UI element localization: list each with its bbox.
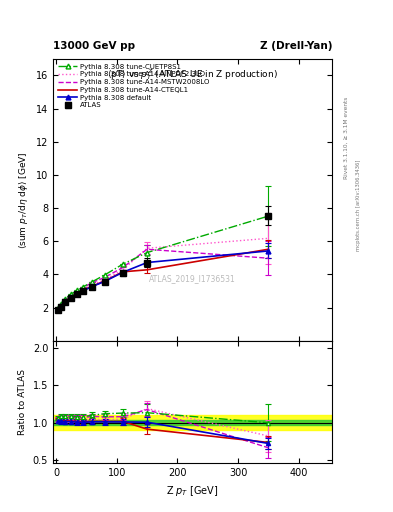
Pythia 8.308 tune-A14-NNPDF2.3LO [120, 267, 125, 273]
Pythia 8.308 default [102, 279, 107, 285]
Text: Z (Drell-Yan): Z (Drell-Yan) [260, 41, 332, 51]
Pythia 8.308 tune-CUETP8S1 [145, 249, 149, 255]
Pythia 8.308 tune-CUETP8S1 [75, 287, 80, 293]
Pythia 8.308 tune-A14-NNPDF2.3LO [58, 302, 63, 308]
Pythia 8.308 default [75, 291, 80, 297]
Pythia 8.308 tune-A14-MSTW2008LO [266, 255, 271, 261]
Pythia 8.308 tune-CUETP8S1 [81, 284, 86, 290]
Pythia 8.308 tune-A14-MSTW2008LO [120, 264, 125, 270]
Pythia 8.308 tune-CUETP8S1 [55, 305, 60, 311]
Pythia 8.308 tune-A14-CTEQL1 [58, 303, 63, 309]
Pythia 8.308 tune-CUETP8S1 [102, 272, 107, 278]
Pythia 8.308 tune-A14-NNPDF2.3LO [55, 306, 60, 312]
Pythia 8.308 tune-A14-NNPDF2.3LO [266, 235, 271, 241]
Pythia 8.308 default [145, 260, 149, 266]
Pythia 8.308 tune-A14-CTEQL1 [102, 278, 107, 284]
Line: Pythia 8.308 tune-A14-CTEQL1: Pythia 8.308 tune-A14-CTEQL1 [58, 249, 268, 309]
Pythia 8.308 tune-A14-MSTW2008LO [145, 246, 149, 252]
Text: mcplots.cern.ch [arXiv:1306.3436]: mcplots.cern.ch [arXiv:1306.3436] [356, 159, 361, 250]
Pythia 8.308 tune-A14-CTEQL1 [75, 290, 80, 296]
Pythia 8.308 tune-A14-NNPDF2.3LO [69, 293, 73, 299]
Pythia 8.308 tune-A14-CTEQL1 [81, 287, 86, 293]
Pythia 8.308 tune-A14-CTEQL1 [63, 298, 68, 304]
Pythia 8.308 tune-A14-MSTW2008LO [55, 306, 60, 312]
Text: 13000 GeV pp: 13000 GeV pp [53, 41, 135, 51]
Pythia 8.308 default [81, 287, 86, 293]
Pythia 8.308 tune-A14-NNPDF2.3LO [90, 282, 95, 288]
Pythia 8.308 tune-CUETP8S1 [90, 279, 95, 285]
Pythia 8.308 tune-A14-NNPDF2.3LO [75, 290, 80, 296]
X-axis label: Z $p_T$ [GeV]: Z $p_T$ [GeV] [166, 484, 219, 498]
Pythia 8.308 tune-CUETP8S1 [58, 301, 63, 307]
Legend: Pythia 8.308 tune-CUETP8S1, Pythia 8.308 tune-A14-NNPDF2.3LO, Pythia 8.308 tune-: Pythia 8.308 tune-CUETP8S1, Pythia 8.308… [55, 61, 212, 111]
Y-axis label: $\langle$sum $p_T$/d$\eta$ d$\phi\rangle$ [GeV]: $\langle$sum $p_T$/d$\eta$ d$\phi\rangle… [17, 151, 30, 249]
Bar [53, 420, 332, 425]
Pythia 8.308 default [69, 294, 73, 300]
Pythia 8.308 tune-A14-NNPDF2.3LO [81, 286, 86, 292]
Line: Pythia 8.308 tune-A14-NNPDF2.3LO: Pythia 8.308 tune-A14-NNPDF2.3LO [58, 238, 268, 309]
Pythia 8.308 default [120, 269, 125, 275]
Pythia 8.308 tune-A14-MSTW2008LO [58, 302, 63, 308]
Pythia 8.308 tune-CUETP8S1 [69, 291, 73, 297]
Pythia 8.308 default [55, 307, 60, 313]
Pythia 8.308 tune-CUETP8S1 [266, 213, 271, 219]
Line: Pythia 8.308 tune-CUETP8S1: Pythia 8.308 tune-CUETP8S1 [55, 214, 271, 311]
Pythia 8.308 tune-A14-MSTW2008LO [81, 284, 86, 290]
Pythia 8.308 tune-CUETP8S1 [63, 295, 68, 302]
Pythia 8.308 tune-A14-MSTW2008LO [69, 292, 73, 298]
Line: Pythia 8.308 tune-A14-MSTW2008LO: Pythia 8.308 tune-A14-MSTW2008LO [58, 249, 268, 309]
Pythia 8.308 tune-A14-CTEQL1 [90, 283, 95, 289]
Pythia 8.308 tune-A14-CTEQL1 [69, 294, 73, 300]
Pythia 8.308 default [63, 298, 68, 305]
Pythia 8.308 tune-A14-CTEQL1 [55, 306, 60, 312]
Pythia 8.308 tune-A14-MSTW2008LO [75, 288, 80, 294]
Pythia 8.308 default [90, 283, 95, 289]
Pythia 8.308 tune-A14-CTEQL1 [145, 267, 149, 273]
Text: Rivet 3.1.10, ≥ 3.1M events: Rivet 3.1.10, ≥ 3.1M events [344, 97, 349, 179]
Line: Pythia 8.308 default: Pythia 8.308 default [55, 248, 271, 312]
Pythia 8.308 tune-A14-MSTW2008LO [90, 280, 95, 286]
Pythia 8.308 tune-A14-CTEQL1 [266, 246, 271, 252]
Text: ATLAS_2019_I1736531: ATLAS_2019_I1736531 [149, 274, 236, 283]
Pythia 8.308 tune-A14-MSTW2008LO [63, 296, 68, 303]
Pythia 8.308 default [58, 303, 63, 309]
Pythia 8.308 tune-A14-NNPDF2.3LO [102, 276, 107, 283]
Pythia 8.308 tune-CUETP8S1 [120, 261, 125, 267]
Text: $\langle$pT$\rangle$ vs $p_T^Z$ (ATLAS UE in Z production): $\langle$pT$\rangle$ vs $p_T^Z$ (ATLAS U… [107, 68, 278, 82]
Y-axis label: Ratio to ATLAS: Ratio to ATLAS [18, 369, 27, 435]
Pythia 8.308 tune-A14-NNPDF2.3LO [145, 245, 149, 251]
Pythia 8.308 tune-A14-MSTW2008LO [102, 274, 107, 281]
Bar [53, 415, 332, 430]
Pythia 8.308 tune-A14-NNPDF2.3LO [63, 297, 68, 304]
Pythia 8.308 tune-A14-CTEQL1 [120, 269, 125, 275]
Pythia 8.308 default [266, 248, 271, 254]
